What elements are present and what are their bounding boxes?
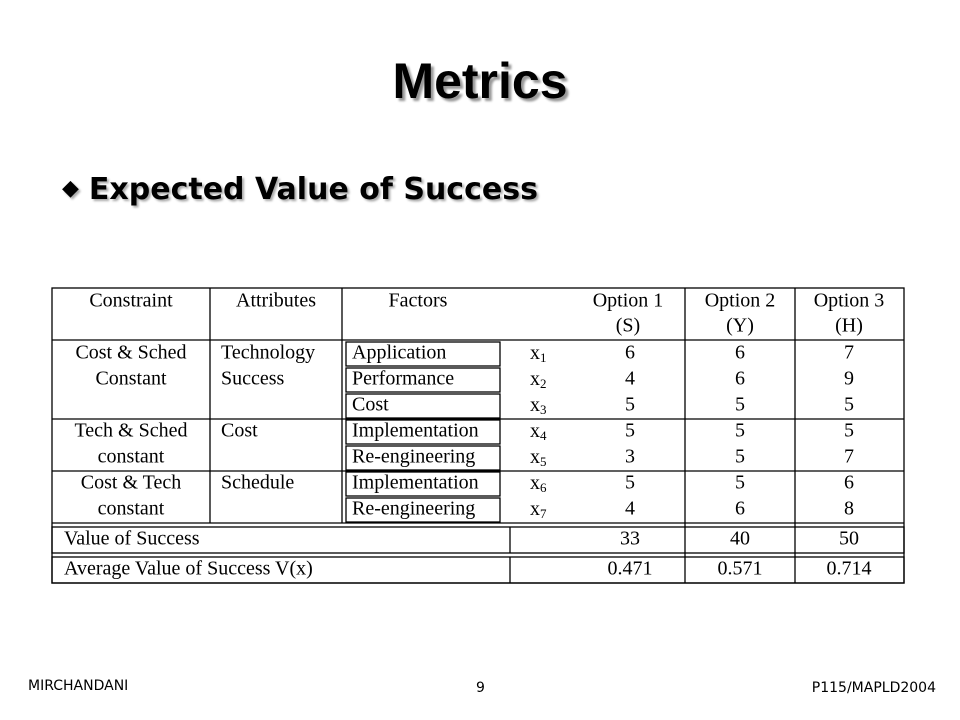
factor-variable: x6 — [530, 472, 547, 495]
factor-box — [345, 341, 501, 367]
footer-right: P115/MAPLD2004 — [811, 680, 936, 696]
variable-subscript: 6 — [540, 480, 547, 495]
factor-variable: x3 — [530, 394, 547, 417]
option-value: 7 — [844, 446, 854, 468]
option-value: 6 — [735, 498, 745, 520]
variable-subscript: 2 — [540, 376, 547, 391]
header-cell: Attributes — [236, 290, 316, 312]
option-value: 5 — [844, 394, 854, 416]
footer-left: MIRCHANDANI — [28, 678, 129, 694]
constraint-cell: Constant — [95, 368, 167, 390]
summary-value: 0.471 — [608, 558, 653, 580]
factor-name: Re-engineering — [352, 446, 475, 468]
variable-subscript: 5 — [540, 454, 547, 469]
option-value: 6 — [844, 472, 854, 494]
factor-variable: x2 — [530, 368, 547, 391]
variable-name: x — [530, 394, 540, 416]
variable-name: x — [530, 420, 540, 442]
variable-subscript: 4 — [540, 428, 547, 443]
option-value: 9 — [844, 368, 854, 390]
option-value: 5 — [625, 420, 635, 442]
factor-name: Implementation — [352, 420, 479, 442]
option-value: 5 — [844, 420, 854, 442]
constraint-cell: Cost & Sched — [75, 342, 186, 364]
factor-variable: x7 — [530, 498, 547, 521]
option-value: 5 — [735, 446, 745, 468]
summary-label: Value of Success — [64, 528, 200, 550]
factor-name: Performance — [352, 368, 454, 390]
option-value: 5 — [625, 394, 635, 416]
header-cell: (Y) — [726, 315, 754, 337]
bullet-text: Expected Value of Success — [88, 172, 538, 207]
header-cell: Option 2 — [705, 290, 776, 312]
variable-name: x — [530, 342, 540, 364]
header-cell: Option 1 — [593, 290, 664, 312]
variable-subscript: 3 — [540, 402, 547, 417]
bullet-icon: ◆ — [62, 176, 79, 201]
summary-value: 0.571 — [718, 558, 763, 580]
factor-name: Application — [352, 342, 446, 364]
header-cell: Factors — [389, 290, 448, 312]
option-value: 8 — [844, 498, 854, 520]
attribute-cell: Success — [221, 368, 285, 390]
header-cell: Constraint — [89, 290, 173, 312]
factor-name: Implementation — [352, 472, 479, 494]
option-value: 5 — [735, 472, 745, 494]
slide-title: Metrics — [392, 53, 568, 109]
factor-box — [345, 393, 501, 419]
header-cell: (S) — [616, 315, 640, 337]
variable-subscript: 7 — [540, 506, 547, 521]
variable-name: x — [530, 498, 540, 520]
variable-name: x — [530, 472, 540, 494]
attribute-cell: Cost — [221, 420, 258, 442]
option-value: 5 — [735, 394, 745, 416]
option-value: 6 — [625, 342, 635, 364]
option-value: 6 — [735, 342, 745, 364]
factor-variable: x1 — [530, 342, 547, 365]
factor-variable: x4 — [530, 420, 547, 443]
option-value: 4 — [625, 368, 635, 390]
attribute-cell: Technology — [221, 342, 315, 364]
header-cell: (H) — [835, 315, 863, 337]
option-value: 5 — [735, 420, 745, 442]
factor-variable: x5 — [530, 446, 547, 469]
factor-box — [345, 471, 501, 497]
footer-page: 9 — [476, 680, 485, 696]
option-value: 3 — [625, 446, 635, 468]
constraint-cell: constant — [98, 446, 165, 468]
factor-name: Re-engineering — [352, 498, 475, 520]
factor-box — [345, 445, 501, 471]
table-frame — [51, 287, 905, 584]
variable-subscript: 1 — [540, 350, 547, 365]
option-value: 4 — [625, 498, 635, 520]
summary-value: 40 — [730, 528, 750, 550]
header-cell: Option 3 — [814, 290, 885, 312]
variable-name: x — [530, 368, 540, 390]
factor-box — [345, 419, 501, 445]
bullet: ◆ Expected Value of Success — [62, 172, 538, 207]
summary-value: 33 — [620, 528, 640, 550]
summary-label: Average Value of Success V(x) — [64, 558, 313, 580]
constraint-cell: constant — [98, 498, 165, 520]
factor-box — [345, 497, 501, 523]
summary-value: 50 — [839, 528, 859, 550]
attribute-cell: Schedule — [221, 472, 294, 494]
constraint-cell: Tech & Sched — [74, 420, 187, 442]
option-value: 6 — [735, 368, 745, 390]
option-value: 7 — [844, 342, 854, 364]
option-value: 5 — [625, 472, 635, 494]
summary-value: 0.714 — [827, 558, 872, 580]
constraint-cell: Cost & Tech — [81, 472, 181, 494]
factor-box — [345, 367, 501, 393]
factor-name: Cost — [352, 394, 389, 416]
variable-name: x — [530, 446, 540, 468]
